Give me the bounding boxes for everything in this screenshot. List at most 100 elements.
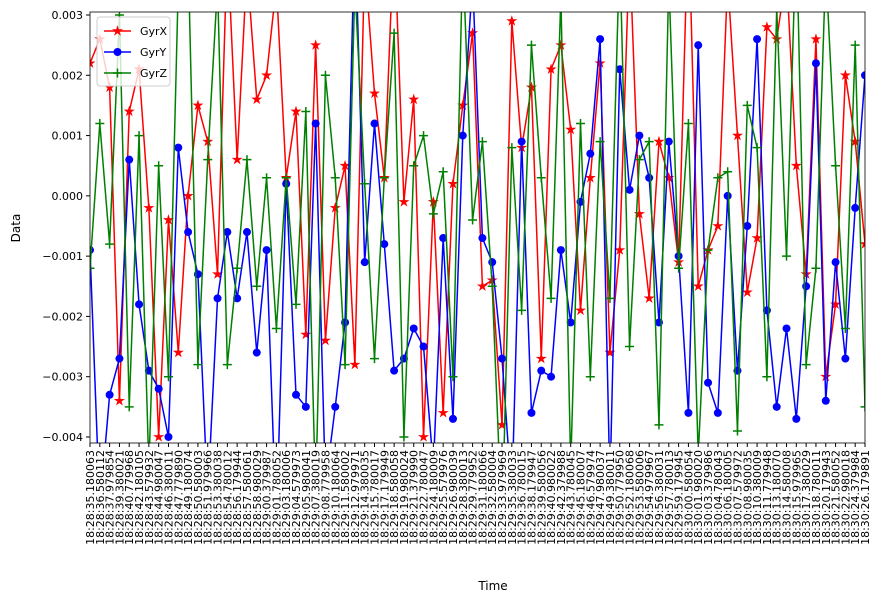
marker-circle <box>851 203 860 212</box>
x-tick-label: 18:29:08.779958 <box>319 450 332 545</box>
marker-star <box>447 177 459 189</box>
marker-plus <box>163 372 173 382</box>
x-tick-label: 18:30:10.380009 <box>751 450 764 545</box>
marker-circle <box>233 294 242 303</box>
marker-circle <box>301 402 310 411</box>
marker-circle <box>105 390 114 399</box>
x-tick-label: 18:28:49.180074 <box>182 450 195 545</box>
marker-circle <box>370 119 379 128</box>
marker-plus <box>428 209 438 219</box>
x-tick-label: 18:28:58.980029 <box>251 450 264 545</box>
marker-star <box>153 431 165 442</box>
x-axis-label: Time <box>477 579 507 593</box>
marker-plus <box>683 119 693 129</box>
marker-plus <box>576 119 586 129</box>
x-tick-label: 18:29:33.979969 <box>496 450 509 545</box>
marker-circle <box>743 221 752 230</box>
x-tick-label: 18:28:35.180063 <box>84 450 97 545</box>
marker-circle <box>664 137 673 146</box>
marker-circle <box>125 155 134 164</box>
marker-plus <box>95 119 105 129</box>
y-tick-label: −0.002 <box>42 310 83 323</box>
marker-circle <box>115 354 124 363</box>
marker-plus <box>477 137 487 147</box>
x-tick-label: 18:28:57.580061 <box>241 450 254 545</box>
x-tick-label: 18:29:49.380011 <box>604 450 617 545</box>
marker-circle <box>380 240 389 249</box>
marker-plus <box>517 305 527 315</box>
marker-circle <box>409 324 418 333</box>
x-tick-label: 18:29:32.580004 <box>486 450 499 545</box>
x-tick-label: 18:29:54.979967 <box>643 450 656 545</box>
marker-circle <box>223 228 232 237</box>
marker-circle <box>713 408 722 417</box>
marker-circle <box>292 390 301 399</box>
marker-plus <box>634 155 644 165</box>
x-tick-label: 18:29:57.780013 <box>663 450 676 545</box>
marker-star <box>172 346 184 358</box>
x-tick-label: 18:29:11.580002 <box>339 450 352 545</box>
marker-plus <box>801 360 811 370</box>
marker-plus <box>203 155 213 165</box>
marker-circle <box>262 246 271 255</box>
x-tick-label: 18:29:28.380013 <box>457 450 470 545</box>
marker-plus <box>536 173 546 183</box>
marker-plus <box>438 167 448 177</box>
marker-star <box>408 93 420 105</box>
x-tick-label: 18:29:19.980024 <box>398 450 411 545</box>
marker-star <box>574 304 587 316</box>
marker-plus <box>419 131 429 141</box>
marker-plus <box>762 372 772 382</box>
marker-plus <box>831 161 841 171</box>
y-tick-label: 0.001 <box>52 130 84 143</box>
marker-plus <box>399 432 409 442</box>
x-tick-label: 18:30:24.379984 <box>849 450 862 545</box>
marker-circle <box>723 191 732 200</box>
marker-plus <box>713 173 723 183</box>
marker-star <box>741 286 753 297</box>
marker-circle <box>753 35 762 44</box>
x-tick-label: 18:30:01.980020 <box>692 450 705 545</box>
y-tick-label: −0.003 <box>42 371 83 384</box>
marker-circle <box>556 246 565 255</box>
marker-circle <box>841 354 850 363</box>
marker-plus <box>644 137 654 147</box>
marker-plus <box>340 360 350 370</box>
marker-plus <box>409 161 419 171</box>
marker-star <box>565 123 577 135</box>
marker-plus <box>281 173 291 183</box>
x-tick-label: 18:29:45.180007 <box>575 450 588 545</box>
marker-plus <box>154 161 164 171</box>
marker-circle <box>694 41 703 50</box>
marker-circle <box>566 318 575 327</box>
marker-circle <box>635 131 644 140</box>
x-tick-label: 18:29:04.579973 <box>290 450 303 545</box>
marker-circle <box>596 35 605 44</box>
series-line <box>90 12 865 443</box>
x-tick-label: 18:29:43.780045 <box>565 450 578 545</box>
marker-star <box>643 292 655 304</box>
marker-star <box>182 190 194 201</box>
legend: GyrX GyrY GyrZ <box>96 16 171 87</box>
marker-plus <box>330 173 340 183</box>
marker-plus <box>320 70 330 80</box>
x-tick-label: 18:29:46.579974 <box>584 450 597 545</box>
marker-plus <box>723 167 733 177</box>
marker-star <box>476 280 488 291</box>
x-tick-label: 18:29:10.180064 <box>329 450 342 545</box>
marker-circle <box>792 414 801 423</box>
marker-circle <box>821 396 830 405</box>
marker-circle <box>527 408 536 417</box>
marker-plus <box>782 251 792 261</box>
marker-star <box>545 63 557 74</box>
x-tick-label: 18:29:40.980022 <box>545 450 558 545</box>
marker-plus <box>507 143 517 153</box>
x-tick-label: 18:29:07.380019 <box>310 450 323 545</box>
legend-label: GyrZ <box>140 67 168 80</box>
x-tick-label: 18:28:42.180105 <box>133 450 146 545</box>
marker-plus <box>252 281 262 291</box>
x-tick-label: 18:29:59.179945 <box>673 450 686 545</box>
marker-plus <box>105 239 115 249</box>
x-tick-label: 18:29:53.580006 <box>633 450 646 545</box>
marker-circle <box>831 258 840 267</box>
